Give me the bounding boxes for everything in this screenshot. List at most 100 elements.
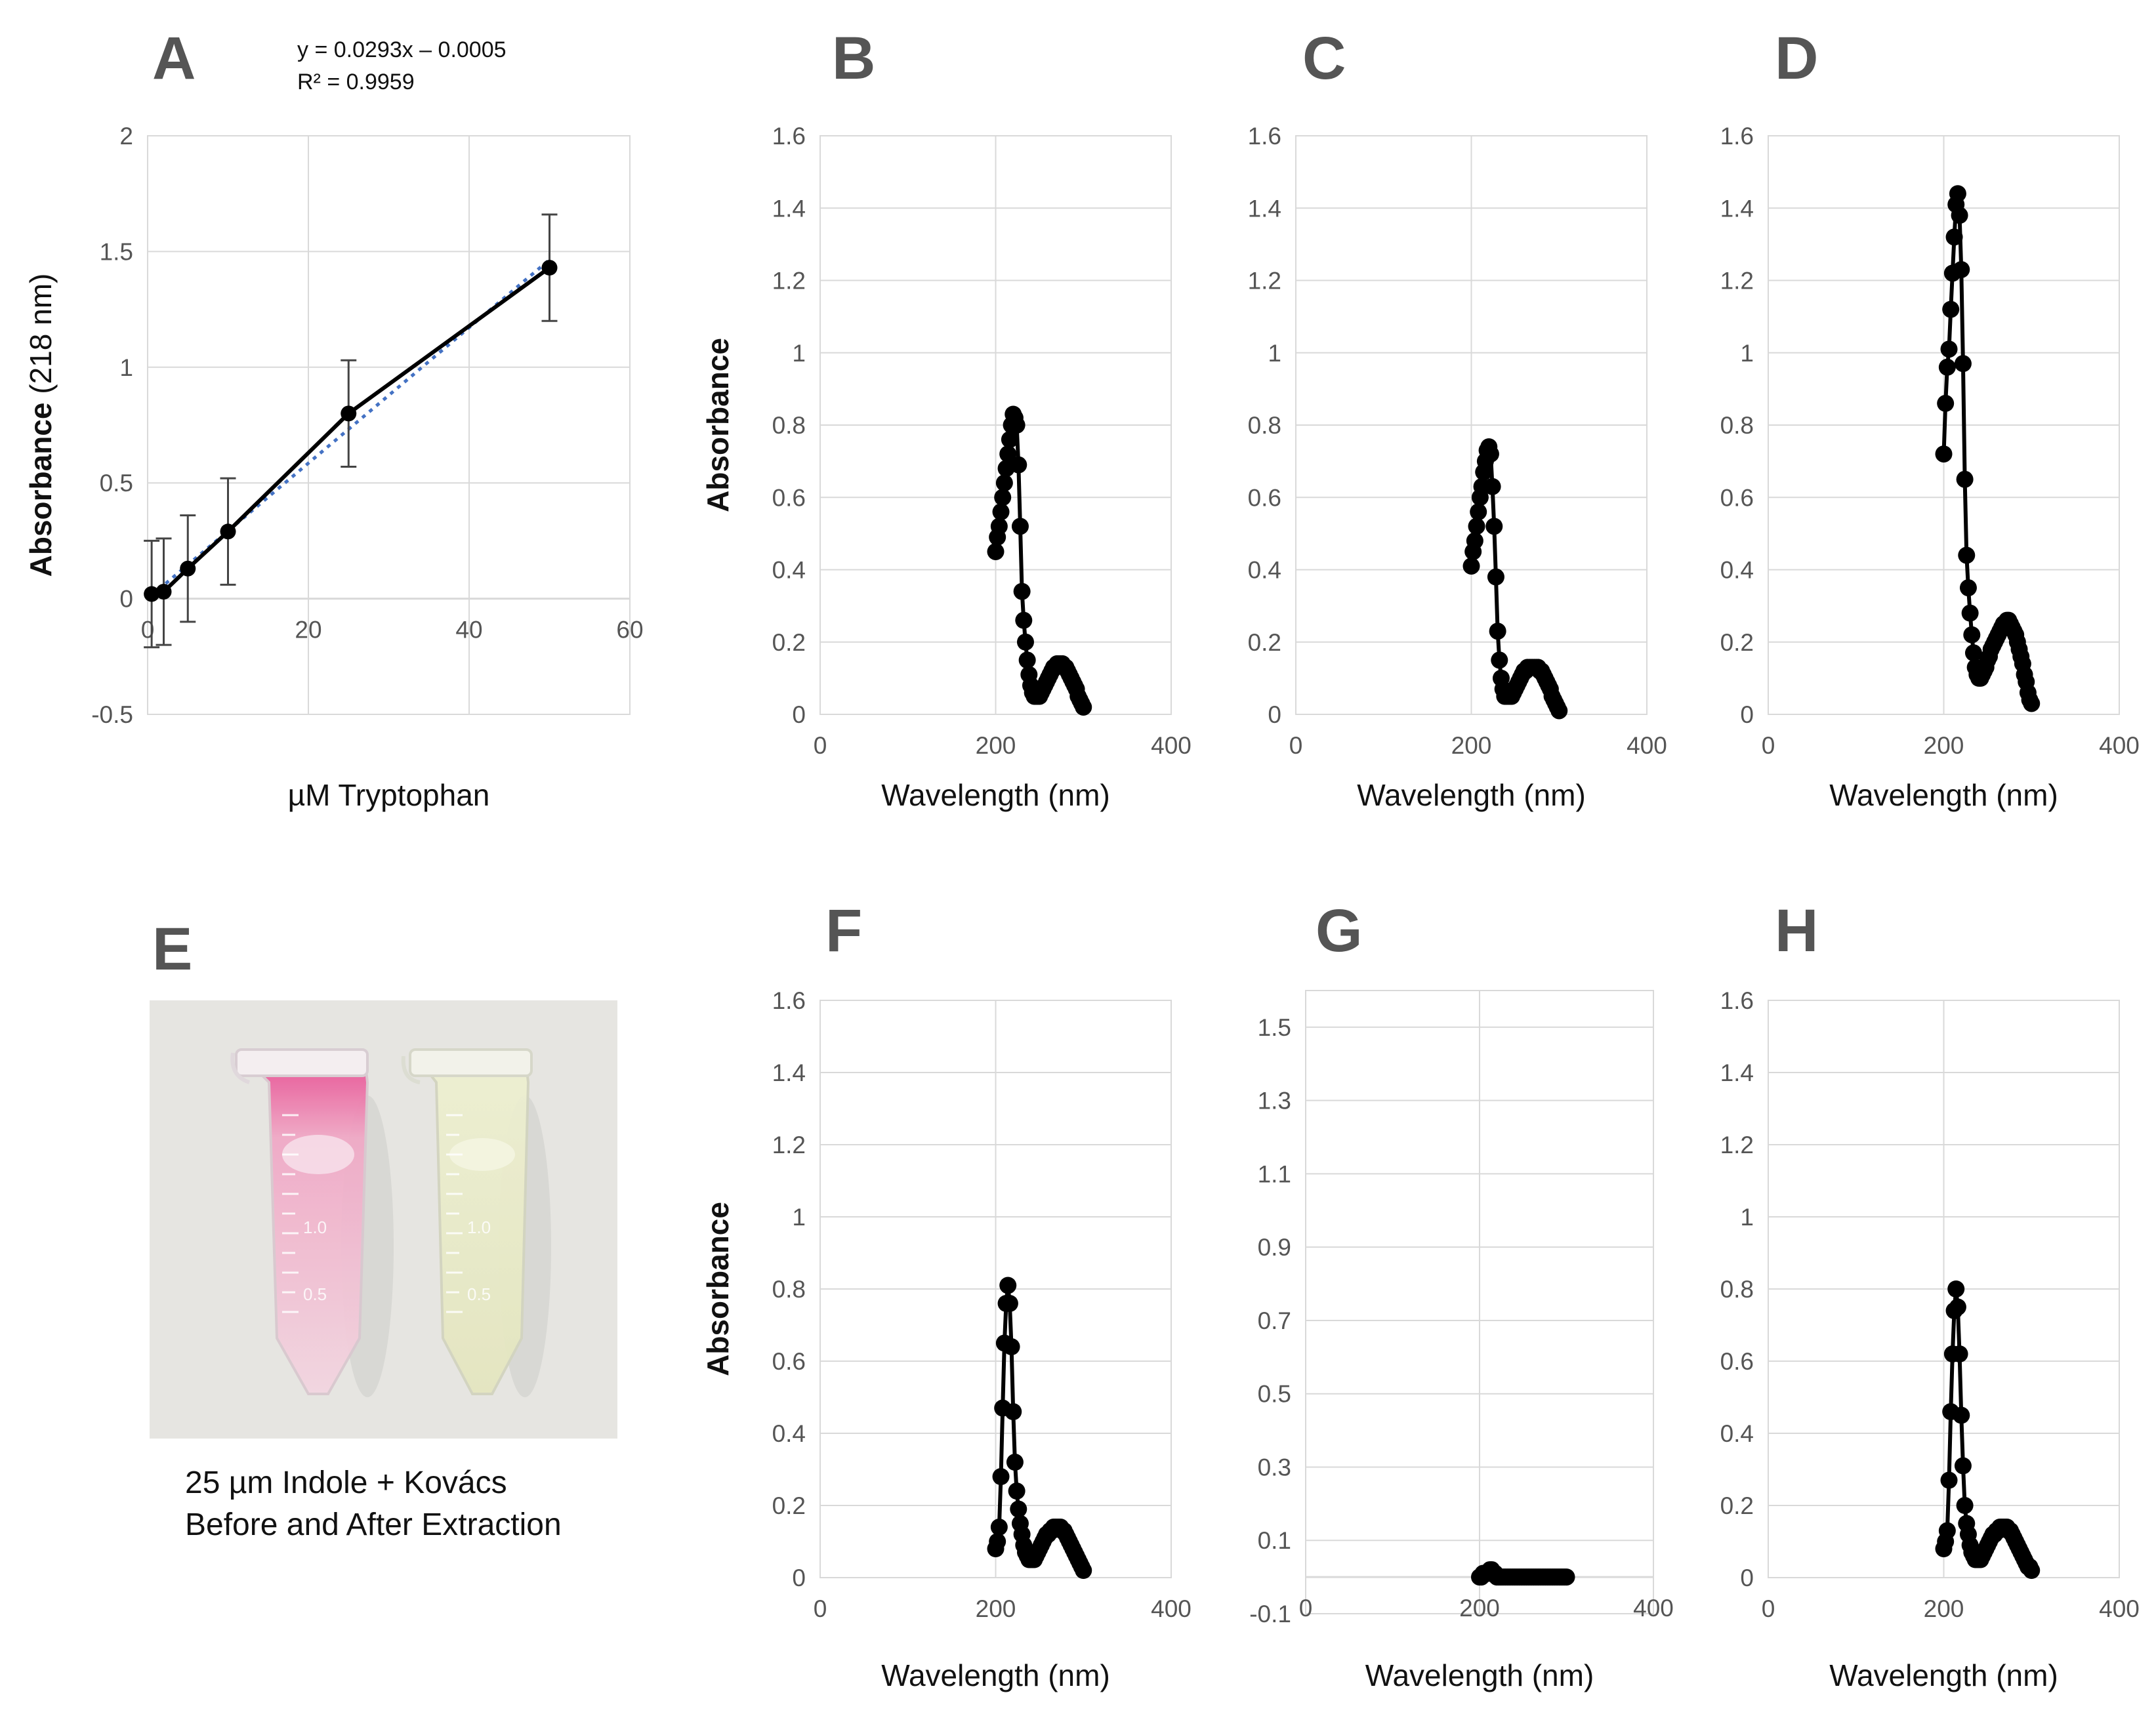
data-point bbox=[1008, 417, 1026, 434]
data-point bbox=[2023, 695, 2041, 712]
data-point bbox=[1959, 579, 1977, 597]
y-tick-label: 0.8 bbox=[1720, 412, 1754, 439]
data-point bbox=[1940, 340, 1958, 358]
data-point bbox=[992, 503, 1010, 521]
y-tick-label: 0.8 bbox=[772, 412, 806, 439]
data-point bbox=[1003, 1338, 1020, 1355]
data-point bbox=[1550, 702, 1568, 720]
data-point bbox=[341, 405, 357, 422]
y-tick-label: 0.5 bbox=[100, 470, 133, 497]
y-tick-label: 0.2 bbox=[1248, 629, 1281, 656]
x-tick-label: 0 bbox=[814, 1595, 827, 1622]
x-tick-label: 200 bbox=[976, 732, 1016, 759]
data-point bbox=[999, 445, 1017, 463]
data-point bbox=[1954, 1457, 1972, 1475]
y-tick-label: 0.1 bbox=[1258, 1527, 1291, 1554]
y-tick-label: 0.4 bbox=[1720, 557, 1754, 584]
y-tick-label: 0 bbox=[1740, 701, 1754, 728]
panel-e-caption-line1: 25 µm Indole + Kovács bbox=[185, 1465, 507, 1500]
plot-frame bbox=[819, 1000, 1172, 1578]
tube-mark-0-5: 0.5 bbox=[303, 1284, 327, 1304]
y-tick-label: 1.4 bbox=[1720, 1059, 1754, 1086]
trendline-r-squared: R² = 0.9959 bbox=[297, 70, 415, 94]
x-tick-label: 200 bbox=[1924, 1595, 1964, 1622]
x-tick-label: 20 bbox=[295, 617, 321, 644]
data-point bbox=[220, 523, 236, 540]
data-point bbox=[987, 542, 1005, 560]
y-tick-label: 0.2 bbox=[1720, 629, 1754, 656]
y-tick-label: 1.1 bbox=[1258, 1160, 1291, 1187]
plot-frame bbox=[1768, 1000, 2120, 1578]
data-point bbox=[1951, 207, 1968, 224]
data-point bbox=[1018, 651, 1036, 669]
y-tick-label: 0.4 bbox=[772, 557, 806, 584]
x-tick-label: 60 bbox=[616, 617, 643, 644]
data-point bbox=[1482, 445, 1499, 463]
x-axis-title: Wavelength (nm) bbox=[1365, 1658, 1594, 1692]
x-tick-label: 0 bbox=[1299, 1595, 1313, 1622]
chart-h: H 0 0.2 0.4 0.6 0.8 1 1.2 1.4 1.6 0 200 400 Wavelengt… bbox=[1720, 897, 2140, 1692]
y-tick-label: 1 bbox=[1268, 340, 1281, 367]
data-point bbox=[1949, 1298, 1966, 1316]
data-point bbox=[1011, 518, 1029, 535]
data-point bbox=[1075, 698, 1092, 716]
tube-mark-0-5: 0.5 bbox=[467, 1284, 491, 1304]
y-tick-label: -0.5 bbox=[91, 701, 133, 728]
chart-b: B 0 0.2 0.4 0.6 0.8 1 1.2 1.4 1.6 0 200 400 Wavelengt… bbox=[701, 25, 1192, 812]
y-axis-title-main: Absorbance bbox=[24, 403, 58, 577]
x-tick-label: 200 bbox=[976, 1595, 1016, 1622]
y-tick-label: 0.3 bbox=[1258, 1454, 1291, 1481]
y-tick-label: 1.4 bbox=[772, 1059, 806, 1086]
data-point bbox=[1015, 611, 1033, 629]
data-point bbox=[1001, 431, 1018, 449]
y-tick-label: 1.5 bbox=[100, 238, 133, 265]
data-point bbox=[1940, 1471, 1958, 1489]
data-point bbox=[144, 586, 160, 602]
data-point bbox=[541, 260, 558, 276]
y-tick-label: 1 bbox=[119, 354, 133, 381]
y-tick-label: 0.6 bbox=[772, 1348, 806, 1375]
panel-letter-a: A bbox=[152, 25, 196, 92]
chart-f: F 0 0.2 0.4 0.6 0.8 1 1.2 1.4 1.6 0 200 400 Wavelengt… bbox=[701, 897, 1192, 1692]
data-point bbox=[1558, 1568, 1575, 1586]
y-tick-label: 0 bbox=[792, 701, 806, 728]
data-point bbox=[1005, 1403, 1022, 1420]
y-axis-title: Absorbance bbox=[701, 338, 735, 512]
y-tick-label: 0.8 bbox=[1248, 412, 1281, 439]
y-tick-label: 0.6 bbox=[772, 484, 806, 511]
y-tick-label: 0.6 bbox=[1720, 484, 1754, 511]
x-tick-label: 400 bbox=[1151, 732, 1192, 759]
y-tick-label: 1.6 bbox=[1248, 123, 1281, 150]
data-point bbox=[155, 584, 172, 600]
x-axis-title: Wavelength (nm) bbox=[881, 778, 1110, 812]
data-point bbox=[1487, 568, 1504, 586]
data-point bbox=[1016, 633, 1034, 651]
x-axis-title: Wavelength (nm) bbox=[881, 1658, 1110, 1692]
y-tick-label: 0.2 bbox=[772, 629, 806, 656]
y-tick-label: 1.6 bbox=[772, 123, 806, 150]
data-point bbox=[1947, 1280, 1965, 1298]
y-tick-label: 0 bbox=[1740, 1565, 1754, 1591]
data-point bbox=[995, 474, 1013, 492]
data-point bbox=[1935, 445, 1953, 463]
data-point bbox=[999, 1277, 1017, 1294]
y-tick-label: 1.4 bbox=[1720, 195, 1754, 222]
panel-e: E bbox=[150, 916, 617, 1542]
y-axis-title-unit: (218 nm) bbox=[24, 274, 58, 403]
plot-frame bbox=[819, 135, 1172, 715]
y-tick-label: 1.4 bbox=[1248, 195, 1281, 222]
x-tick-label: 0 bbox=[1289, 732, 1303, 759]
y-tick-label: 0.8 bbox=[1720, 1276, 1754, 1303]
data-point bbox=[990, 518, 1008, 535]
y-tick-label: 1.2 bbox=[1248, 268, 1281, 295]
panel-letter-b: B bbox=[832, 25, 875, 92]
y-tick-label: -0.1 bbox=[1249, 1601, 1291, 1627]
data-point bbox=[1961, 604, 1979, 622]
data-point bbox=[1013, 583, 1031, 600]
data-point bbox=[1001, 1295, 1018, 1312]
y-tick-label: 0 bbox=[1268, 701, 1281, 728]
panel-letter-c: C bbox=[1302, 25, 1346, 92]
data-point bbox=[1942, 300, 1960, 318]
y-tick-label: 0 bbox=[792, 1565, 806, 1591]
